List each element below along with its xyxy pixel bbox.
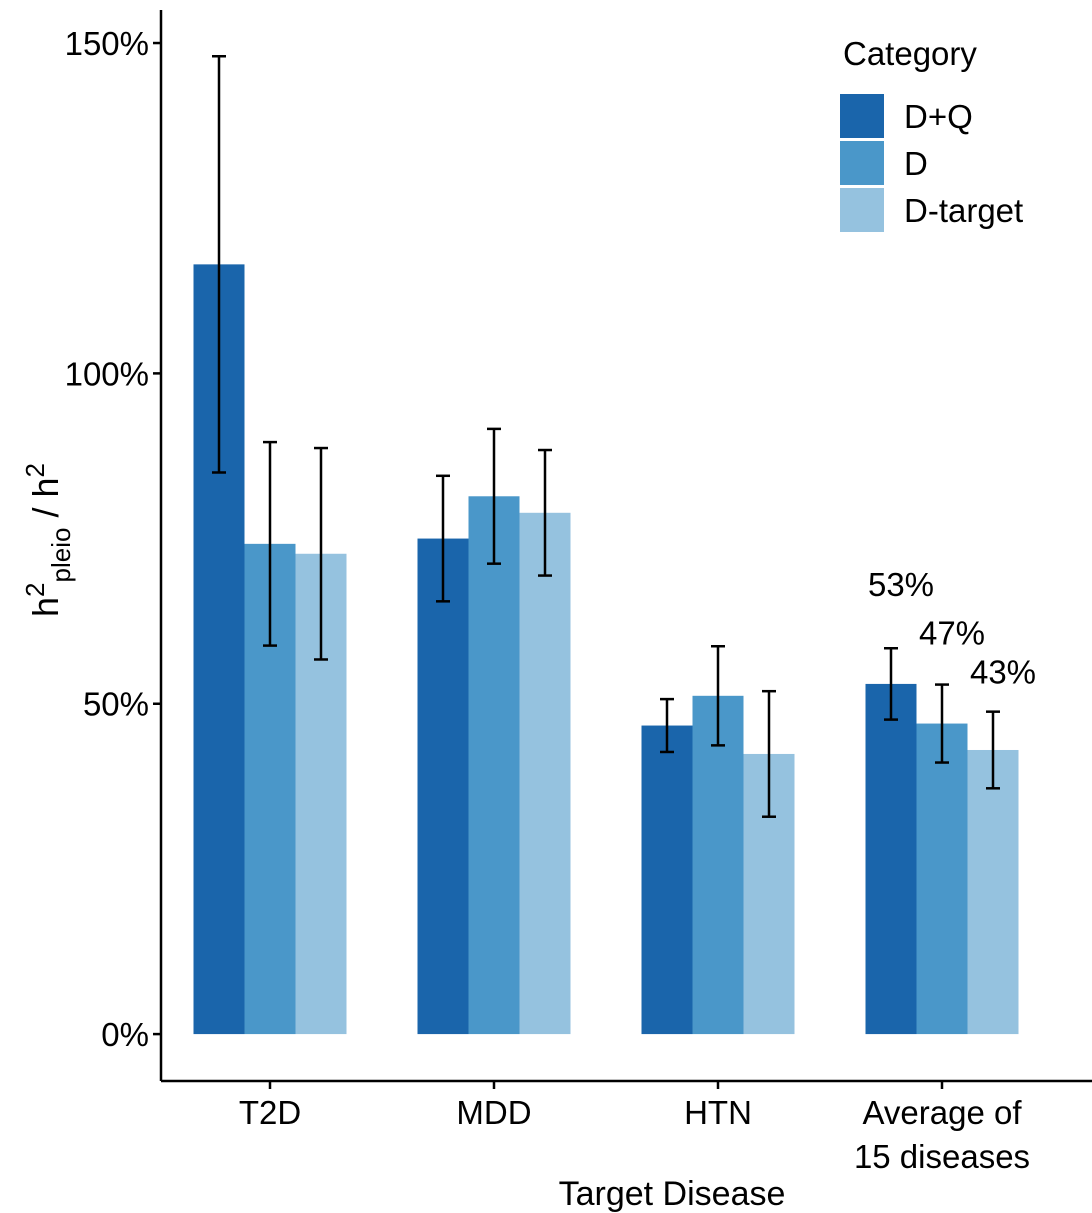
y-title-sub: pleio bbox=[46, 528, 76, 583]
bar bbox=[418, 539, 469, 1035]
bar bbox=[917, 724, 968, 1035]
chart: Target Disease h2pleio / h2 Category 0%5… bbox=[0, 0, 1092, 1213]
x-tick-label: T2D bbox=[160, 1091, 380, 1135]
x-axis-title: Target Disease bbox=[559, 1175, 786, 1213]
value-label: 53% bbox=[868, 566, 934, 603]
y-tick-label: 0% bbox=[101, 1016, 149, 1053]
y-title-part: / h bbox=[25, 478, 66, 528]
bar bbox=[642, 726, 693, 1035]
y-title-sup: 2 bbox=[20, 463, 50, 477]
legend-swatch bbox=[840, 188, 884, 232]
bar bbox=[866, 684, 917, 1034]
legend-title: Category bbox=[843, 35, 977, 72]
y-tick-label: 100% bbox=[65, 355, 149, 392]
y-tick-label: 150% bbox=[65, 25, 149, 62]
bar bbox=[469, 496, 520, 1034]
legend-label: D-target bbox=[904, 192, 1023, 229]
value-label: 47% bbox=[919, 615, 985, 652]
chart-wrap: Target Disease h2pleio / h2 Category 0%5… bbox=[0, 0, 1092, 1213]
value-label: 43% bbox=[970, 654, 1036, 691]
y-title-sup: 2 bbox=[20, 582, 50, 596]
y-title-part: h bbox=[25, 597, 66, 617]
bar bbox=[520, 513, 571, 1034]
x-tick-label: MDD bbox=[384, 1091, 604, 1135]
bar bbox=[968, 750, 1019, 1034]
legend-swatch bbox=[840, 94, 884, 138]
y-axis-title: h2pleio / h2 bbox=[20, 463, 76, 617]
y-tick-label: 50% bbox=[83, 686, 149, 723]
x-tick-label: Average of 15 diseases bbox=[832, 1091, 1052, 1179]
legend-label: D+Q bbox=[904, 98, 973, 135]
legend-swatch bbox=[840, 141, 884, 185]
legend-label: D bbox=[904, 145, 928, 182]
x-tick-label: HTN bbox=[608, 1091, 828, 1135]
